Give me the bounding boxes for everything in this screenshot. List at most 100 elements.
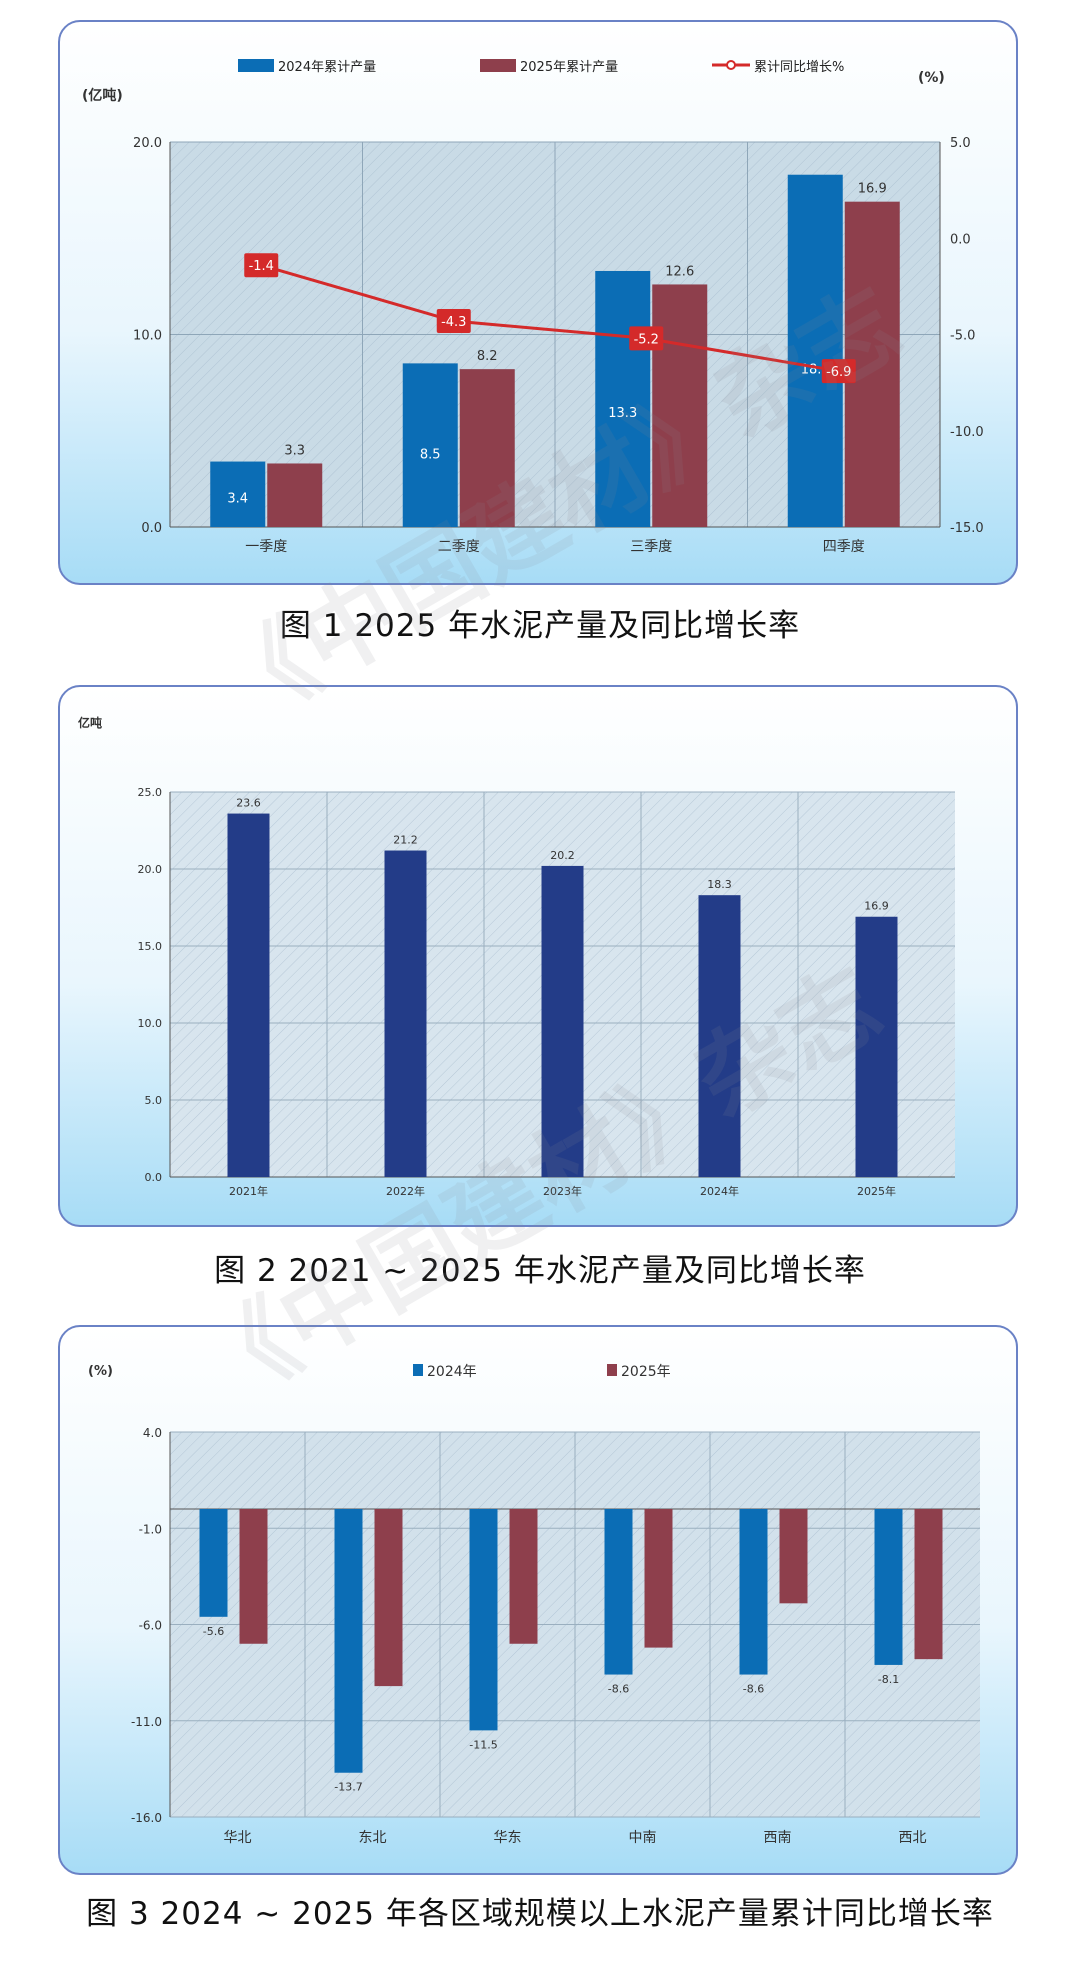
chart-panel-2: 0.0 5.0 10.0 15.0 20.0 25.0 亿吨 23.6 2021年 21.2 202…: [58, 685, 1018, 1227]
bar-2024: [199, 1509, 228, 1617]
bar-value-label: 16.9: [864, 900, 889, 913]
x-tick-label: 东北: [359, 1830, 387, 1846]
growth-value-label: -6.9: [826, 365, 851, 380]
bar-2025-value-label: 8.2: [477, 349, 498, 364]
y-tick-label: 10.0: [133, 329, 162, 344]
bar-2024: [595, 270, 651, 527]
y-tick-label: 0.0: [145, 1171, 163, 1184]
bar-value-label: 20.2: [550, 849, 575, 862]
y-axis-label: (亿吨): [82, 87, 123, 104]
y2-tick-label: 0.0: [950, 232, 971, 247]
y-tick-label: -11.0: [131, 1715, 162, 1729]
bar-2024-value-label: -8.6: [743, 1683, 764, 1696]
y2-tick-label: -15.0: [950, 521, 984, 536]
figure-2-caption: 图 2 2021 ~ 2025 年水泥产量及同比增长率: [214, 1253, 866, 1289]
y-tick-label: 4.0: [143, 1426, 162, 1440]
growth-marker: [821, 359, 856, 384]
x-tick-label: 四季度: [823, 539, 865, 555]
growth-marker: [244, 253, 279, 278]
legend-swatch: [607, 1364, 617, 1376]
legend-label: 2024年累计产量: [278, 60, 376, 75]
bar: [227, 813, 270, 1177]
bar-2024-value-label: -11.5: [469, 1738, 497, 1751]
bar-2025: [644, 1509, 673, 1648]
bar-value-label: 18.3: [707, 878, 732, 891]
figure-1-caption: 图 1 2025 年水泥产量及同比增长率: [279, 608, 801, 644]
y-tick-label: 25.0: [138, 786, 163, 799]
x-tick-label: 二季度: [438, 539, 480, 555]
chart-1-svg: 0.0 10.0 20.0 5.0 0.0 -5.0 -10.0 -15.0 (亿吨) (%) 3.…: [82, 59, 984, 555]
bar-2025-value-label: 3.3: [284, 443, 305, 458]
legend-label: 2025年累计产量: [520, 60, 618, 75]
bar-2024: [402, 363, 458, 527]
bar-2024-value-label: -8.6: [608, 1683, 629, 1696]
growth-marker: [629, 326, 664, 351]
y-tick-label: 20.0: [138, 863, 163, 876]
bar-2025: [779, 1509, 808, 1604]
y-tick-label: 20.0: [133, 136, 162, 151]
x-tick-label: 2024年: [700, 1184, 739, 1198]
bar: [855, 916, 898, 1177]
legend-swatch: [480, 59, 516, 72]
bar-value-label: 23.6: [236, 797, 261, 810]
y-tick-label: 10.0: [138, 1017, 163, 1030]
growth-value-label: -4.3: [441, 315, 466, 330]
legend-line-marker: [726, 60, 736, 70]
bar-2024-value-label: -5.6: [203, 1625, 224, 1638]
growth-line: [260, 263, 840, 373]
bar-2024: [469, 1509, 498, 1731]
y2-axis-label: (%): [918, 70, 945, 86]
bar-2025: [459, 369, 515, 527]
chart-panel-3: 4.0 -1.0 -6.0 -11.0 -16.0 (%) -5.6 华北 -13.7 东北 -11…: [58, 1325, 1018, 1875]
x-tick-label: 2021年: [229, 1184, 268, 1198]
bar-2024: [334, 1509, 363, 1773]
bar: [698, 895, 741, 1177]
y-tick-label: 15.0: [138, 940, 163, 953]
bar-2024: [787, 174, 843, 527]
x-tick-label: 西北: [899, 1830, 927, 1846]
y-tick-label: -16.0: [131, 1811, 162, 1825]
bar-2024-value-label: -13.7: [334, 1781, 362, 1794]
bar: [541, 865, 584, 1177]
x-tick-label: 华东: [494, 1830, 522, 1846]
bar-2024: [604, 1509, 633, 1675]
legend-label: 2025年: [621, 1364, 671, 1380]
bar-2024: [874, 1509, 903, 1665]
x-tick-label: 2022年: [386, 1184, 425, 1198]
chart-2-svg: 0.0 5.0 10.0 15.0 20.0 25.0 亿吨 23.6 2021年 21.2 202…: [78, 715, 955, 1198]
bar-2025-value-label: 12.6: [665, 264, 694, 279]
growth-value-label: -5.2: [634, 332, 659, 347]
bar-2025: [652, 284, 708, 527]
growth-value-label: -1.4: [249, 259, 274, 274]
y2-tick-label: -5.0: [950, 329, 975, 344]
x-tick-label: 一季度: [245, 539, 287, 555]
y-tick-label: 5.0: [145, 1094, 163, 1107]
y-tick-label: -6.0: [139, 1619, 162, 1633]
legend-swatch: [413, 1364, 423, 1376]
bar-2024: [210, 461, 266, 527]
y-axis-label: 亿吨: [78, 715, 102, 730]
bar-value-label: 21.2: [393, 834, 418, 847]
x-tick-label: 西南: [764, 1830, 792, 1846]
bar-2024-value-label: 8.5: [420, 447, 441, 462]
x-tick-label: 2025年: [857, 1184, 896, 1198]
x-tick-label: 华北: [224, 1830, 252, 1846]
y2-tick-label: -10.0: [950, 425, 984, 440]
bar-2025: [267, 463, 323, 527]
growth-marker: [436, 309, 471, 334]
bar-2024-value-label: 3.4: [227, 492, 248, 507]
x-tick-label: 三季度: [630, 539, 672, 555]
bar-2025: [509, 1509, 538, 1644]
figure-3-caption: 图 3 2024 ~ 2025 年各区域规模以上水泥产量累计同比增长率: [86, 1896, 994, 1932]
legend-label: 累计同比增长%: [754, 60, 844, 75]
legend-label: 2024年: [427, 1364, 477, 1380]
x-tick-label: 2023年: [543, 1184, 582, 1198]
legend-swatch: [238, 59, 274, 72]
y-tick-label: -1.0: [139, 1522, 162, 1536]
x-tick-label: 中南: [629, 1830, 657, 1846]
y-tick-label: 0.0: [141, 521, 162, 536]
y2-tick-label: 5.0: [950, 136, 971, 151]
bar-2024: [739, 1509, 768, 1675]
bar-2025-value-label: 16.9: [858, 182, 887, 197]
y-axis-label: (%): [88, 1364, 113, 1379]
